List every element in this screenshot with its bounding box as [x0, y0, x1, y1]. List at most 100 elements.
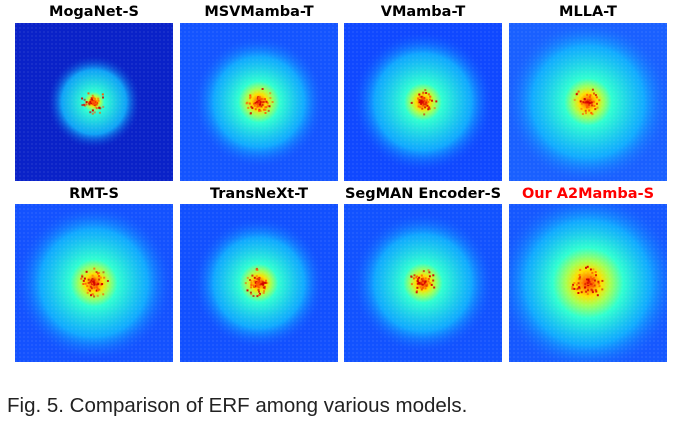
heatmap-hot-pixel [584, 286, 587, 289]
heatmap-hot-pixel [418, 93, 421, 96]
heatmap-hot-pixel [94, 97, 97, 100]
heatmap-hot-pixel [262, 291, 265, 294]
heatmap-hot-pixel [422, 100, 425, 103]
heatmap-hot-pixel [572, 283, 575, 286]
heatmap-hot-pixel [591, 104, 594, 107]
heatmap-hot-pixel [265, 281, 267, 284]
heatmap-hot-pixel [410, 283, 413, 286]
heatmap-hot-pixel [417, 105, 420, 108]
heatmap-hot-pixel [422, 104, 425, 107]
heatmap-hot-pixel [420, 99, 423, 102]
heatmap-hot-pixel [258, 294, 261, 296]
heatmap-hot-pixel [423, 100, 426, 103]
heatmap-hot-pixel [93, 267, 96, 270]
heatmap-hot-pixel [420, 102, 423, 105]
heatmap-hot-pixel [269, 92, 272, 95]
heatmap-hot-pixel [433, 107, 436, 110]
heatmap-hot-pixel [587, 103, 590, 106]
heatmap-hot-pixel [421, 96, 424, 99]
heatmap-hot-pixel [420, 288, 423, 291]
heatmap-hot-pixel [93, 295, 96, 298]
heatmap-hot-pixel [601, 288, 604, 291]
heatmap-hot-pixel [422, 92, 425, 95]
heatmap-hot-pixel [256, 100, 259, 103]
heatmap-hot-pixel [249, 291, 252, 294]
erf-heatmap-moganet [15, 23, 173, 181]
heatmap-hot-pixel [586, 105, 589, 108]
heatmap-hot-pixel [96, 287, 99, 290]
heatmap-hot-pixel [89, 99, 92, 102]
heatmap-hot-pixel [85, 103, 88, 106]
heatmap-hot-pixel [92, 96, 95, 99]
heatmap-hot-pixel [421, 283, 424, 286]
heatmap-hot-pixel [583, 101, 586, 104]
heatmap-hot-pixel [98, 275, 101, 278]
heatmap-hot-pixel [590, 101, 593, 104]
heatmap-hot-pixel [253, 280, 256, 283]
heatmap-hot-pixel [82, 279, 85, 282]
heatmap-hot-pixel [432, 274, 435, 277]
heatmap-hot-pixel [593, 276, 595, 279]
erf-heatmap-a2mamba [509, 204, 667, 362]
heatmap-hot-pixel [415, 291, 418, 294]
heatmap-hot-pixel [586, 93, 589, 96]
heatmap-hot-pixel [256, 97, 259, 100]
heatmap-hot-pixel [592, 285, 595, 288]
heatmap-hot-pixel [432, 279, 435, 282]
heatmap-hot-pixel [262, 282, 265, 285]
heatmap-hot-pixel [419, 286, 422, 289]
heatmap-hot-pixel [85, 101, 88, 104]
heatmap-hot-pixel [90, 294, 92, 297]
heatmap-hot-pixel [251, 274, 254, 277]
heatmap-hot-pixel [591, 278, 594, 281]
heatmap-hot-pixel [573, 287, 576, 290]
heatmap-hot-pixel [425, 284, 428, 287]
heatmap-hot-pixel [268, 105, 271, 108]
heatmap-hot-pixel [91, 103, 94, 106]
heatmap-hot-pixel [249, 279, 251, 281]
heatmap-hot-pixel [598, 99, 601, 102]
heatmap-hot-pixel [261, 101, 264, 104]
heatmap-hot-pixel [259, 101, 262, 104]
heatmap-hot-pixel [82, 283, 85, 285]
heatmap-hot-pixel [590, 284, 593, 287]
heatmap-hot-pixel [256, 277, 259, 280]
heatmap-hot-pixel [590, 111, 593, 114]
heatmap-hot-pixel [83, 277, 86, 280]
heatmap-hot-pixel [430, 283, 433, 286]
heatmap-hot-pixel [102, 105, 105, 108]
heatmap-hot-pixel [427, 278, 430, 280]
heatmap-hot-pixel [577, 287, 579, 290]
heatmap-hot-pixel [593, 92, 595, 95]
heatmap-hot-pixel [265, 100, 268, 103]
heatmap-hot-pixel [425, 100, 428, 103]
heatmap-hot-pixel [250, 286, 253, 289]
heatmap-hot-pixel [423, 282, 426, 285]
heatmap-hot-pixel [93, 283, 96, 286]
heatmap-hot-pixel [428, 107, 431, 110]
heatmap-hot-pixel [88, 102, 90, 105]
heatmap-hot-pixel [410, 101, 413, 104]
heatmap-hot-pixel [579, 275, 582, 278]
heatmap-hot-pixel [584, 283, 587, 286]
heatmap-hot-pixel [93, 280, 95, 283]
heatmap-hot-pixel [102, 96, 104, 99]
heatmap-hot-pixel [92, 103, 95, 106]
heatmap-hot-pixel [418, 276, 421, 279]
heatmap-hot-pixel [601, 279, 604, 282]
heatmap-hot-pixel [258, 290, 260, 293]
heatmap-hot-pixel [253, 285, 255, 288]
heatmap-hot-pixel [256, 295, 259, 298]
heatmap-hot-pixel [97, 99, 100, 102]
heatmap-hot-pixel [258, 101, 261, 103]
heatmap-hot-pixel [578, 287, 581, 290]
heatmap-hot-pixel [92, 293, 95, 296]
heatmap-hot-pixel [84, 282, 87, 285]
heatmap-hot-pixel [588, 280, 591, 283]
heatmap-hot-pixel [91, 277, 94, 280]
heatmap-hot-pixel [87, 101, 90, 104]
heatmap-hot-pixel [429, 282, 432, 285]
heatmap-hot-pixel [594, 94, 597, 97]
heatmap-hot-pixel [422, 98, 425, 101]
heatmap-hot-pixel [587, 283, 590, 286]
